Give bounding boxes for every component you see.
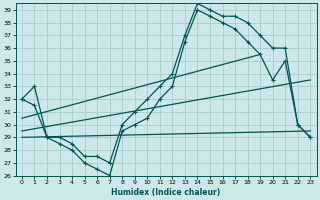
X-axis label: Humidex (Indice chaleur): Humidex (Indice chaleur)	[111, 188, 221, 197]
